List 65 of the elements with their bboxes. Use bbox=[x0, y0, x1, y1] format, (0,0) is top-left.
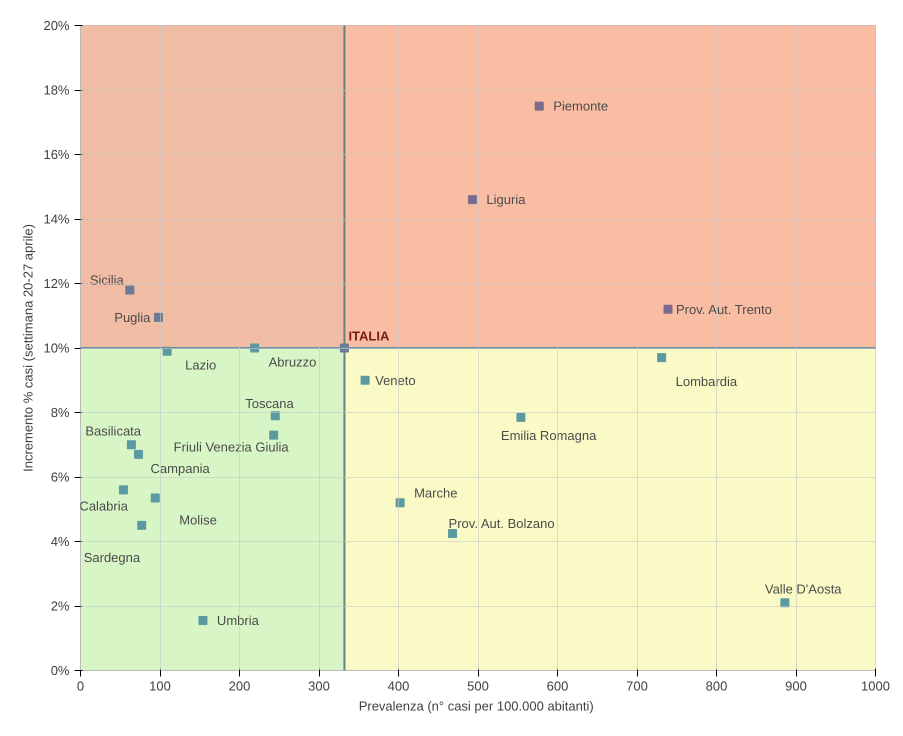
x-tick-label: 800 bbox=[706, 678, 728, 694]
annotation: Sicilia bbox=[90, 272, 125, 288]
annotation: Valle D'Aosta bbox=[764, 581, 842, 596]
annotation: Friuli Venezia Giulia bbox=[174, 440, 290, 455]
annotation: Calabria bbox=[79, 498, 129, 514]
annotation: Liguria bbox=[486, 192, 526, 208]
x-tick-label: 900 bbox=[785, 678, 807, 694]
point bbox=[780, 598, 790, 608]
annotation: Marche bbox=[414, 485, 458, 500]
point bbox=[360, 376, 370, 385]
annotation: Lombardia bbox=[676, 374, 738, 390]
point bbox=[154, 312, 163, 322]
annotation: Piemonte bbox=[553, 98, 608, 114]
x-tick-label: 300 bbox=[308, 678, 330, 694]
point bbox=[516, 412, 526, 422]
point bbox=[534, 102, 544, 111]
x-tick-label: 600 bbox=[546, 678, 568, 694]
point bbox=[657, 353, 666, 362]
y-tick-label: 4% bbox=[50, 534, 70, 549]
annotation: Abruzzo bbox=[268, 354, 316, 370]
y-tick-label: 2% bbox=[50, 598, 70, 614]
point bbox=[150, 493, 160, 502]
x-tick-label: 400 bbox=[388, 678, 410, 694]
annotation: Prov. Aut. Trento bbox=[676, 302, 772, 317]
annotation: Puglia bbox=[114, 310, 152, 325]
y-tick-label: 10% bbox=[43, 340, 70, 356]
y-tick-label: 12% bbox=[43, 276, 70, 291]
x-tick-label: 0 bbox=[76, 678, 84, 694]
point bbox=[269, 430, 278, 440]
annotation: Lazio bbox=[185, 358, 216, 373]
y-tick-label: 0% bbox=[50, 663, 70, 678]
x-tick-label: 100 bbox=[149, 678, 171, 694]
annotation: ITALIA bbox=[348, 328, 390, 344]
y-tick-label: 6% bbox=[50, 470, 70, 484]
annotation: Umbria bbox=[216, 613, 260, 628]
point bbox=[125, 285, 134, 294]
point bbox=[198, 616, 208, 626]
annotation: Toscana bbox=[245, 396, 294, 412]
y-tick-label: 14% bbox=[43, 212, 70, 226]
annotation: Emilia Romagna bbox=[500, 428, 598, 443]
y-tick-label: 16% bbox=[43, 147, 70, 162]
point bbox=[137, 520, 146, 530]
y-tick-label: 8% bbox=[50, 405, 70, 420]
annotation: Campania bbox=[150, 460, 211, 476]
point bbox=[468, 195, 477, 204]
y-tick-label: 18% bbox=[43, 82, 70, 98]
x-tick-label: 200 bbox=[228, 678, 250, 694]
y-axis-title: Incremento % casi (settimana 20-27 aprile) bbox=[20, 224, 36, 472]
annotation: Sardegna bbox=[84, 550, 141, 565]
x-tick-label: 1000 bbox=[861, 678, 890, 694]
annotation: Basilicata bbox=[85, 423, 142, 438]
point bbox=[118, 485, 128, 494]
y-tick-label: 20% bbox=[43, 18, 70, 33]
point bbox=[126, 440, 136, 450]
x-axis-title: Prevalenza (n° casi per 100.000 abitanti) bbox=[358, 698, 594, 714]
annotation: Veneto bbox=[375, 372, 416, 388]
x-tick-label: 500 bbox=[467, 678, 489, 694]
x-tick-label: 700 bbox=[626, 678, 648, 694]
annotation: Prov. Aut. Bolzano bbox=[448, 516, 555, 531]
point bbox=[396, 498, 405, 508]
annotation: Molise bbox=[179, 512, 217, 528]
point bbox=[448, 528, 458, 538]
point bbox=[664, 304, 673, 314]
point bbox=[134, 450, 144, 459]
point bbox=[270, 411, 280, 420]
